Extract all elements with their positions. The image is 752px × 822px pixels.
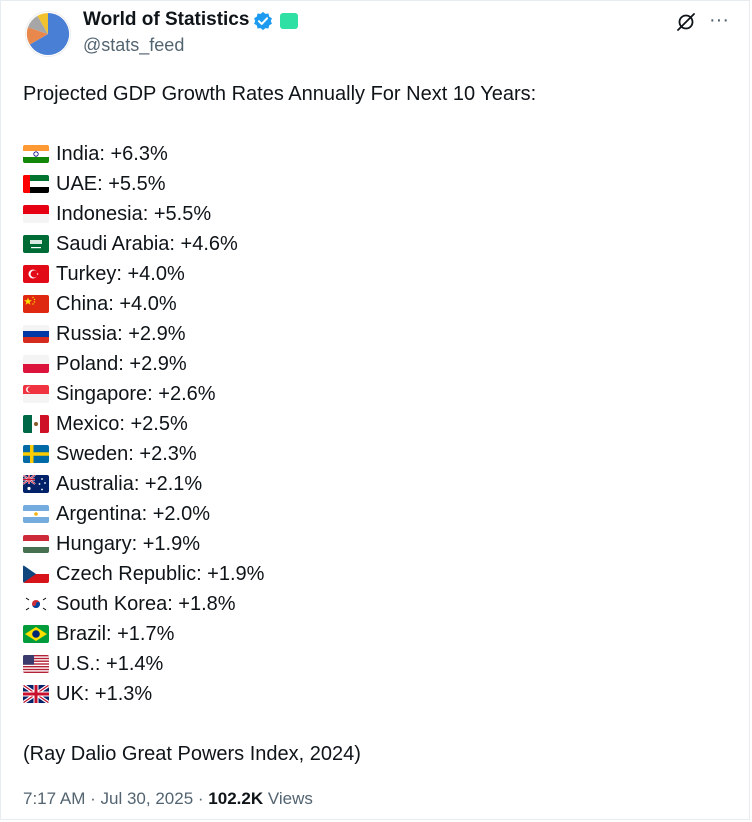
list-item: UK: +1.3% <box>23 679 723 709</box>
list-item: China: +4.0% <box>23 289 723 319</box>
list-item-text: Saudi Arabia: +4.6% <box>56 233 238 255</box>
list-item: Russia: +2.9% <box>23 319 723 349</box>
list-item: Indonesia: +5.5% <box>23 199 723 229</box>
source-note: (Ray Dalio Great Powers Index, 2024) <box>23 743 361 765</box>
list-item-text: India: +6.3% <box>56 143 168 165</box>
list-item-text: Turkey: +4.0% <box>56 263 185 285</box>
grok-icon[interactable] <box>675 11 697 33</box>
pie-chart-avatar-icon[interactable] <box>25 11 71 57</box>
blank-line <box>23 109 723 139</box>
post-date[interactable]: Jul 30, 2025 <box>100 789 194 808</box>
list-item-text: Sweden: +2.3% <box>56 443 197 465</box>
display-name[interactable]: World of Statistics <box>83 9 250 30</box>
more-icon[interactable]: ··· <box>709 9 729 31</box>
post-intro: Projected GDP Growth Rates Annually For … <box>23 83 537 105</box>
list-item-text: Indonesia: +5.5% <box>56 203 212 225</box>
us-flag-icon <box>23 655 49 673</box>
list-item: South Korea: +1.8% <box>23 589 723 619</box>
list-item-text: Russia: +2.9% <box>56 323 186 345</box>
list-item: Argentina: +2.0% <box>23 499 723 529</box>
czech-republic-flag-icon <box>23 565 49 583</box>
list-item: Turkey: +4.0% <box>23 259 723 289</box>
hungary-flag-icon <box>23 535 49 553</box>
turkey-flag-icon <box>23 265 49 283</box>
list-item: UAE: +5.5% <box>23 169 723 199</box>
blank-line <box>23 709 723 739</box>
uae-flag-icon <box>23 175 49 193</box>
user-handle[interactable]: @stats_feed <box>83 35 185 55</box>
saudi-arabia-flag-icon <box>23 235 49 253</box>
uk-flag-icon <box>23 685 49 703</box>
list-item-text: Australia: +2.1% <box>56 473 203 495</box>
list-item: Sweden: +2.3% <box>23 439 723 469</box>
australia-flag-icon <box>23 475 49 493</box>
russia-flag-icon <box>23 325 49 343</box>
poland-flag-icon <box>23 355 49 373</box>
list-item-text: Hungary: +1.9% <box>56 533 200 555</box>
affiliate-badge-icon[interactable] <box>280 13 298 29</box>
indonesia-flag-icon <box>23 205 49 223</box>
list-item: Hungary: +1.9% <box>23 529 723 559</box>
list-item-text: South Korea: +1.8% <box>56 593 236 615</box>
list-item: Czech Republic: +1.9% <box>23 559 723 589</box>
list-item-text: China: +4.0% <box>56 293 177 315</box>
sweden-flag-icon <box>23 445 49 463</box>
list-item-text: Czech Republic: +1.9% <box>56 563 265 585</box>
meta-separator: · <box>197 789 204 808</box>
list-item: Saudi Arabia: +4.6% <box>23 229 723 259</box>
post-meta: 7:17 AM · Jul 30, 2025 · 102.2K Views <box>23 789 313 809</box>
list-item: Poland: +2.9% <box>23 349 723 379</box>
list-item-text: Singapore: +2.6% <box>56 383 216 405</box>
list-item: U.S.: +1.4% <box>23 649 723 679</box>
list-item: Brazil: +1.7% <box>23 619 723 649</box>
list-item: Australia: +2.1% <box>23 469 723 499</box>
list-item: Singapore: +2.6% <box>23 379 723 409</box>
singapore-flag-icon <box>23 385 49 403</box>
views-label: Views <box>267 789 313 808</box>
verified-badge-icon <box>254 11 272 31</box>
list-item: India: +6.3% <box>23 139 723 169</box>
brazil-flag-icon <box>23 625 49 643</box>
argentina-flag-icon <box>23 505 49 523</box>
post-text: Projected GDP Growth Rates Annually For … <box>23 79 723 769</box>
list-item-text: Poland: +2.9% <box>56 353 187 375</box>
list-item-text: Brazil: +1.7% <box>56 623 175 645</box>
india-flag-icon <box>23 145 49 163</box>
list-item-text: UK: +1.3% <box>56 683 153 705</box>
south-korea-flag-icon <box>23 595 49 613</box>
mexico-flag-icon <box>23 415 49 433</box>
list-item: Mexico: +2.5% <box>23 409 723 439</box>
meta-separator: · <box>90 789 96 808</box>
post-time[interactable]: 7:17 AM <box>23 789 86 808</box>
list-item-text: Mexico: +2.5% <box>56 413 188 435</box>
list-item-text: UAE: +5.5% <box>56 173 166 195</box>
views-count[interactable]: 102.2K <box>208 789 264 808</box>
list-item-text: Argentina: +2.0% <box>56 503 210 525</box>
china-flag-icon <box>23 295 49 313</box>
list-item-text: U.S.: +1.4% <box>56 653 164 675</box>
